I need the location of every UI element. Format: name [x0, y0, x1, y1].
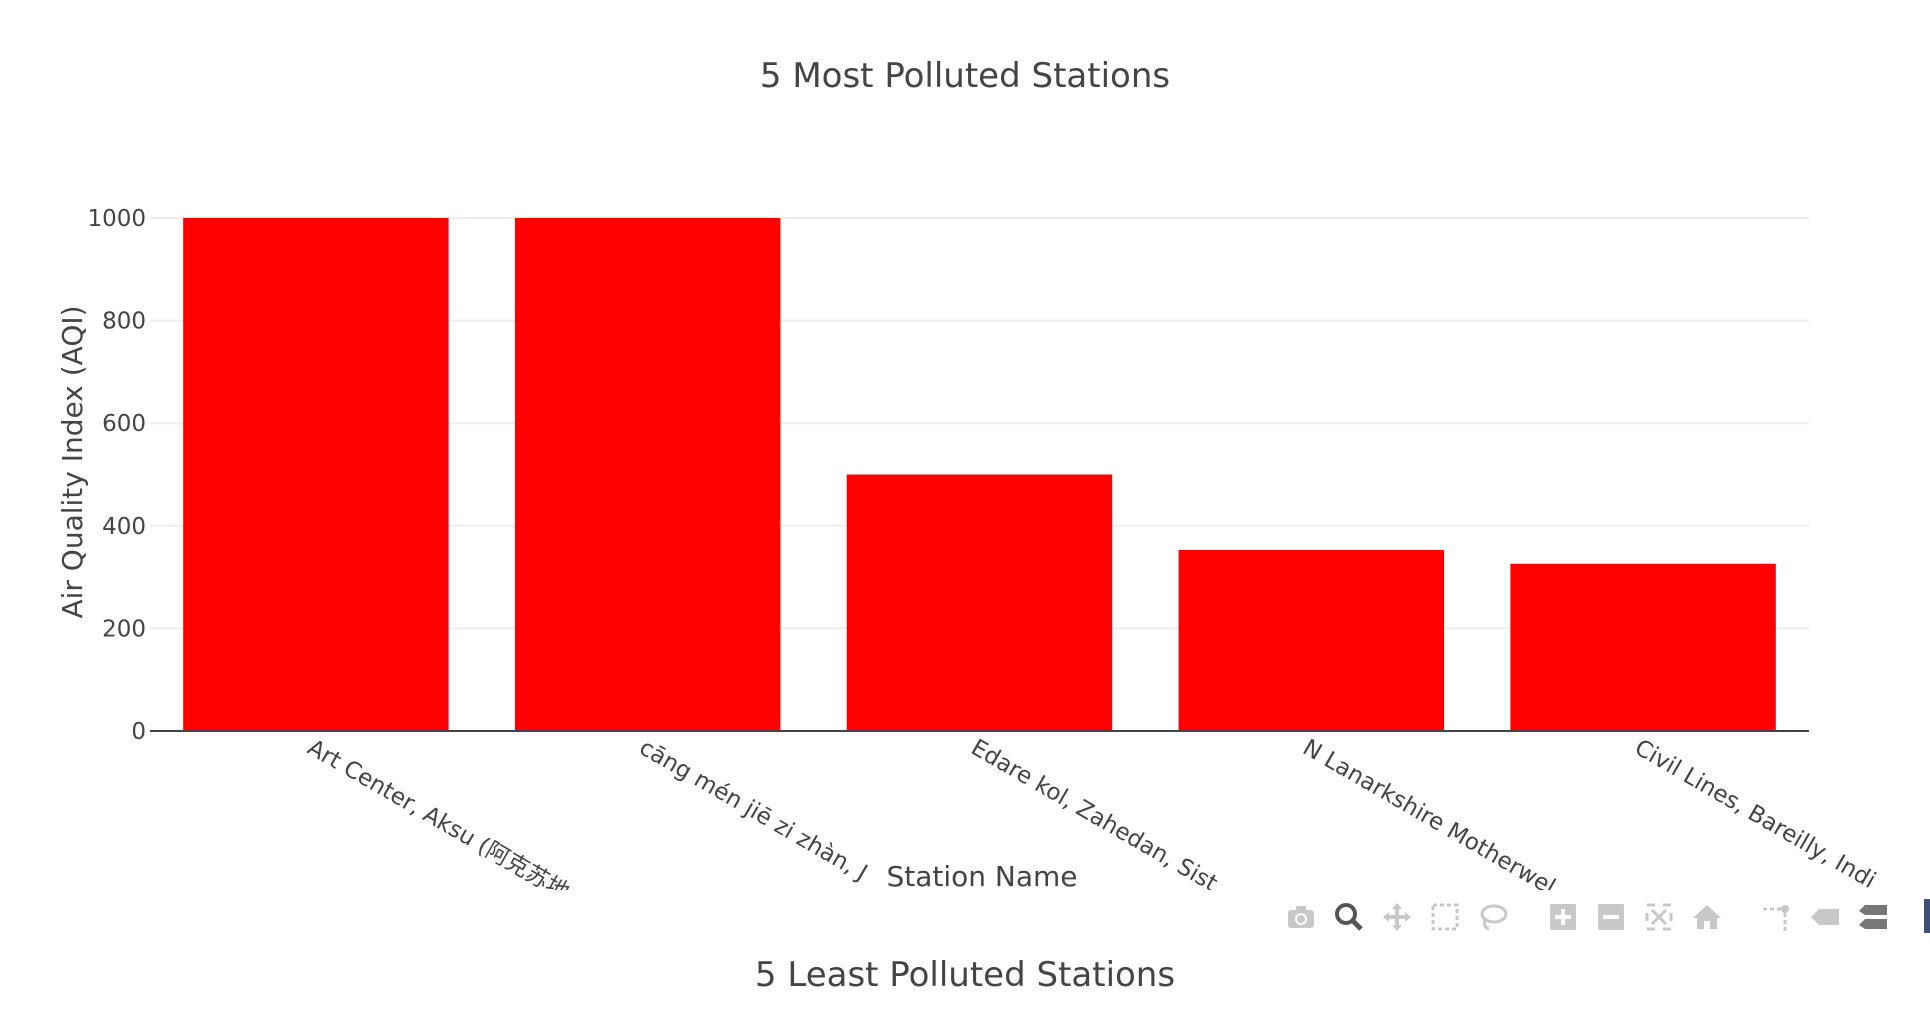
x-tick-labels: Art Center, Aksu (阿克苏地 cāng mén jiē zi zh… — [303, 735, 1880, 900]
y-tick-label: 1000 — [87, 206, 146, 232]
bar-chart-most-polluted: 0 200 400 600 800 1000 Art Center, Aksu (阿克苏地… — [56, 206, 1880, 900]
bar[interactable] — [1510, 563, 1776, 731]
x-tick-label: Art Center, Aksu (阿克苏地 — [303, 735, 574, 900]
camera-icon[interactable] — [1282, 898, 1320, 936]
bars[interactable] — [183, 218, 1776, 731]
y-tick-label: 0 — [131, 719, 146, 745]
plotly-logo[interactable] — [1924, 899, 1930, 933]
reset-axes-icon[interactable] — [1688, 898, 1726, 936]
y-tick-label: 800 — [102, 309, 146, 335]
hover-closest-icon[interactable] — [1806, 898, 1844, 936]
zoom-out-icon[interactable] — [1592, 898, 1630, 936]
y-tick-label: 600 — [102, 411, 146, 437]
zoom-in-icon[interactable] — [1544, 898, 1582, 936]
x-tick-label: Civil Lines, Bareilly, Indi — [1630, 735, 1880, 894]
y-tick-label: 200 — [102, 616, 146, 642]
hover-compare-icon[interactable] — [1854, 898, 1892, 936]
chart-title-least-polluted: 5 Least Polluted Stations — [754, 955, 1176, 995]
y-tick-label: 400 — [102, 514, 146, 540]
y-tick-labels: 0 200 400 600 800 1000 — [87, 206, 146, 745]
zoom-icon[interactable] — [1330, 898, 1368, 936]
y-axis-title: Air Quality Index (AQI) — [56, 305, 89, 618]
bar[interactable] — [1178, 549, 1445, 731]
box-select-icon[interactable] — [1426, 898, 1464, 936]
bar[interactable] — [514, 218, 781, 731]
x-tick-label: cāng mén jiē zi zhàn, J — [635, 735, 872, 887]
bar[interactable] — [183, 218, 449, 731]
pan-icon[interactable] — [1378, 898, 1416, 936]
autoscale-icon[interactable] — [1640, 898, 1678, 936]
chart-title-most-polluted: 5 Most Polluted Stations — [759, 56, 1171, 96]
x-axis-title: Station Name — [886, 860, 1077, 893]
spike-lines-icon[interactable] — [1758, 898, 1796, 936]
modebar — [1282, 895, 1902, 939]
x-tick-label: N Lanarkshire Motherwel — [1298, 735, 1559, 900]
lasso-select-icon[interactable] — [1474, 898, 1512, 936]
bar[interactable] — [846, 474, 1113, 732]
